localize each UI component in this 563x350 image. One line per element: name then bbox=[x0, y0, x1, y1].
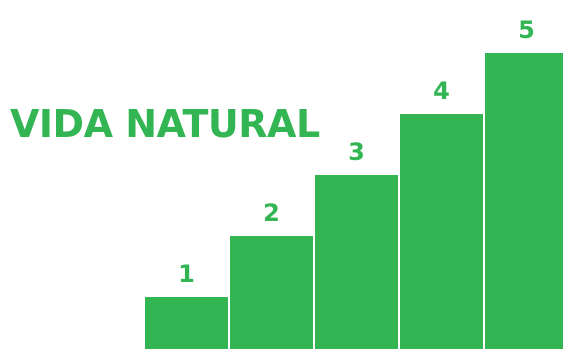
bar-3 bbox=[313, 173, 400, 350]
bar-2 bbox=[228, 234, 315, 350]
bar-1 bbox=[143, 295, 230, 350]
bar-label-2: 2 bbox=[263, 199, 280, 227]
bar-label-5: 5 bbox=[518, 16, 535, 44]
chart-title: VIDA NATURAL bbox=[10, 102, 320, 146]
bar-label-1: 1 bbox=[178, 260, 195, 288]
bar-label-3: 3 bbox=[348, 138, 365, 166]
bar-5 bbox=[483, 51, 563, 350]
bar-4 bbox=[398, 112, 485, 350]
bar-label-4: 4 bbox=[433, 77, 450, 105]
